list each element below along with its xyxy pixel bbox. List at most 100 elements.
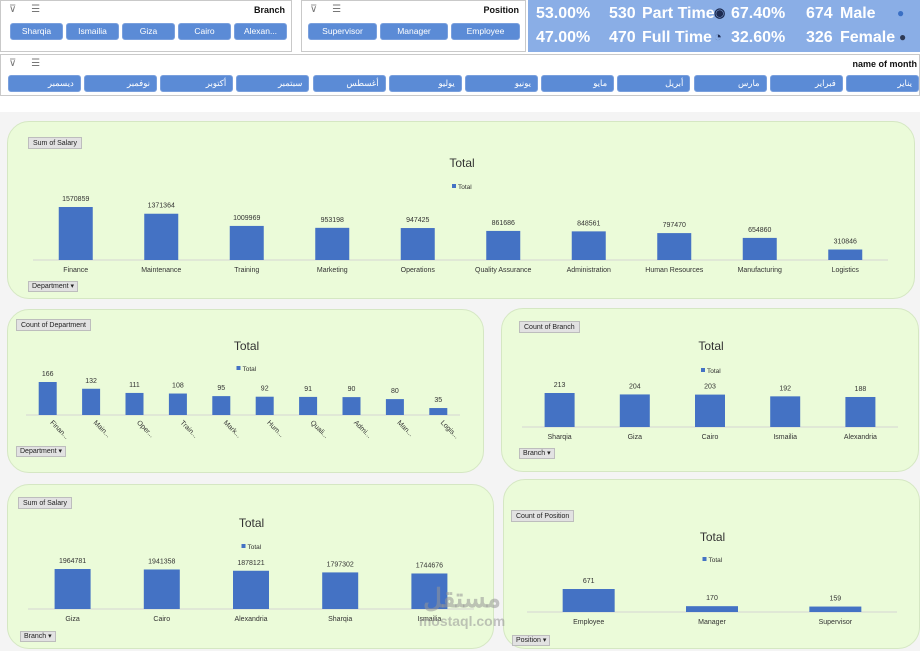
bar-value-label: 1878121 <box>237 560 264 567</box>
clock-icon: ◉ <box>714 5 726 20</box>
dropdown-arrow-icon: ▾ <box>70 283 75 290</box>
month-slicer-title: name of month <box>852 59 918 69</box>
category-label: Training <box>234 267 259 274</box>
salary-by-department-chart: Total Total 1570859 Finance 1371364 Maintenan… <box>33 156 888 274</box>
legend-label: Total <box>709 557 723 564</box>
bar <box>742 237 777 260</box>
bar-value-label: 166 <box>42 371 54 378</box>
bar <box>38 382 57 415</box>
branch-item-giza[interactable]: Giza <box>122 23 175 40</box>
chart-panel-salary-by-department: Total Total 1570859 Finance 1371364 Maintenan… <box>7 121 915 299</box>
category-label: Main... <box>92 419 112 439</box>
kpi-part-time-label: Part Time <box>642 5 715 22</box>
bar-value-label: 192 <box>779 385 791 392</box>
month-item-5[interactable]: مايو <box>541 75 615 92</box>
month-item-7[interactable]: يوليو <box>388 75 462 92</box>
category-label: Quali... <box>309 419 330 440</box>
field-button-branch[interactable]: Branch ▾ <box>20 631 56 642</box>
kpi-full-time-pct: 47.00% <box>536 29 591 46</box>
bar-value-label: 1964781 <box>59 558 86 565</box>
watermark-site: mostaql.com <box>418 613 506 629</box>
bar-value-label: 91 <box>304 386 312 393</box>
category-label: Giza <box>628 434 643 441</box>
category-label: Ismailia <box>773 434 797 441</box>
month-item-3[interactable]: مارس <box>693 75 767 92</box>
legend-label: Total <box>707 368 721 375</box>
month-item-6[interactable]: يونيو <box>465 75 538 92</box>
chart-legend: Total <box>702 557 723 564</box>
bar <box>686 606 738 612</box>
count-by-position-chart: Total Total 671 Employee 170 Manager 159 Superv… <box>527 530 897 626</box>
position-item-supervisor[interactable]: Supervisor <box>308 23 377 40</box>
bar-value-label: 111 <box>129 382 140 389</box>
branch-slicer-title: Branch <box>253 5 285 15</box>
bar <box>411 573 448 609</box>
branch-item-alexandria[interactable]: Alexan... <box>234 23 287 40</box>
branch-item-ismailia[interactable]: Ismailia <box>66 23 119 40</box>
month-slicer: ⊽ ☰ name of month يناير فبراير مارس أبريل ما… <box>0 54 920 96</box>
bar-value-label: 203 <box>704 384 716 391</box>
category-label: Supervisor <box>819 619 853 626</box>
month-item-2[interactable]: فبراير <box>769 75 843 92</box>
month-item-10[interactable]: أكتوبر <box>160 75 234 92</box>
branch-item-sharqia[interactable]: Sharqia <box>10 23 63 40</box>
kpi-female-pct: 32.60% <box>731 29 786 46</box>
field-button-label: Department <box>32 283 69 290</box>
month-item-9[interactable]: سبتمبر <box>236 75 310 92</box>
category-label: Alexandria <box>844 434 877 441</box>
chart-panel-count-by-branch: Total Total 213 Sharqia 204 Giza 203 Cairo 192 Is… <box>501 308 919 472</box>
category-label: Finance <box>63 267 88 274</box>
watermark-brand: مستقل <box>423 583 501 613</box>
month-item-8[interactable]: أغسطس <box>312 75 386 92</box>
field-button-label: Branch <box>24 633 47 640</box>
full-time-clock-icon: ◔ <box>714 29 722 44</box>
position-item-employee[interactable]: Employee <box>451 23 520 40</box>
measure-chip: Count of Position <box>511 510 575 522</box>
dropdown-arrow-icon: ▾ <box>547 450 551 457</box>
chart-legend: Total <box>236 366 257 373</box>
bar-value-label: 35 <box>434 397 442 404</box>
chart-title: Total <box>449 156 474 170</box>
measure-chip: Sum of Salary <box>28 137 82 149</box>
kpi-female-label: Female <box>840 29 896 46</box>
bar <box>657 233 692 260</box>
bar <box>809 606 862 612</box>
clear-filter-icon[interactable]: ⊽ ☰ <box>310 4 348 15</box>
kpi-full-time-label: Full Time <box>642 29 712 46</box>
field-button-department[interactable]: Department ▾ <box>16 446 67 457</box>
month-item-12[interactable]: ديسمبر <box>7 75 81 92</box>
legend-swatch <box>701 368 705 372</box>
bar <box>144 213 179 260</box>
bar <box>845 396 876 427</box>
month-item-11[interactable]: نوفمبر <box>84 75 157 92</box>
bar <box>619 394 650 427</box>
position-item-manager[interactable]: Manager <box>380 23 448 40</box>
clear-filter-icon[interactable]: ⊽ ☰ <box>9 4 47 15</box>
bar <box>342 397 361 415</box>
bar-value-label: 1941358 <box>148 558 175 565</box>
field-button-label: Department <box>20 448 57 455</box>
month-item-1[interactable]: يناير <box>846 75 919 92</box>
branch-item-cairo[interactable]: Cairo <box>178 23 231 40</box>
legend-swatch <box>241 544 246 548</box>
category-label: Cairo <box>153 616 170 623</box>
watermark: مستقل mostaql.com <box>403 583 521 635</box>
category-label: Sharqia <box>328 616 352 623</box>
clear-filter-icon[interactable]: ⊽ ☰ <box>9 58 47 69</box>
legend-label: Total <box>248 544 262 551</box>
bar-value-label: 947425 <box>406 217 429 224</box>
chart-title: Total <box>234 339 259 353</box>
field-button-branch[interactable]: Branch ▾ <box>519 448 555 459</box>
chart-title: Total <box>698 339 723 353</box>
field-button-department[interactable]: Department ▾ <box>28 281 79 292</box>
month-item-4[interactable]: أبريل <box>617 75 691 92</box>
kpi-part-time-pct: 53.00% <box>536 5 591 22</box>
field-button-position[interactable]: Position ▾ <box>512 635 551 646</box>
chart-panel-count-by-position: Total Total 671 Employee 170 Manager 159 Superv… <box>503 479 920 649</box>
bar-value-label: 170 <box>706 595 718 602</box>
kpi-male-label: Male <box>840 5 876 22</box>
category-label: Giza <box>65 616 80 623</box>
chart-title: Total <box>239 516 264 530</box>
bar-value-label: 861686 <box>492 220 515 227</box>
bar <box>322 572 359 609</box>
